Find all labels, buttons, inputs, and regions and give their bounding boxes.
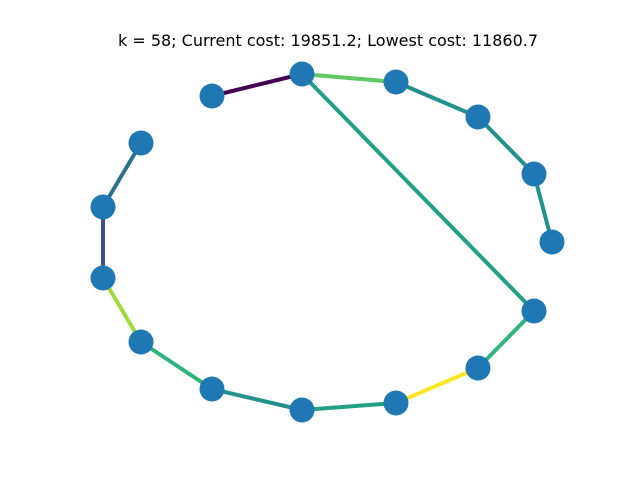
node-14	[128, 130, 154, 156]
node-7	[465, 355, 491, 381]
node-11	[128, 329, 154, 355]
edge-1-6	[300, 72, 536, 313]
node-4	[521, 161, 547, 187]
node-13	[90, 194, 116, 220]
node-12	[90, 265, 116, 291]
edge-2-3	[394, 80, 480, 119]
node-1	[289, 61, 315, 87]
edge-9-10	[210, 387, 304, 412]
edge-3-4	[476, 115, 536, 176]
node-6	[521, 298, 547, 324]
edge-10-11	[139, 340, 214, 391]
edge-7-8	[394, 366, 480, 405]
edge-6-7	[476, 309, 536, 370]
nodes-layer	[90, 61, 565, 423]
node-0	[199, 83, 225, 109]
node-10	[199, 376, 225, 402]
node-2	[383, 69, 409, 95]
node-3	[465, 104, 491, 130]
node-5	[539, 229, 565, 255]
node-9	[289, 397, 315, 423]
edge-8-9	[300, 401, 398, 412]
plot-title: k = 58; Current cost: 19851.2; Lowest co…	[117, 31, 539, 50]
edge-1-2	[300, 72, 398, 84]
edge-0-1	[210, 72, 304, 98]
node-8	[383, 390, 409, 416]
